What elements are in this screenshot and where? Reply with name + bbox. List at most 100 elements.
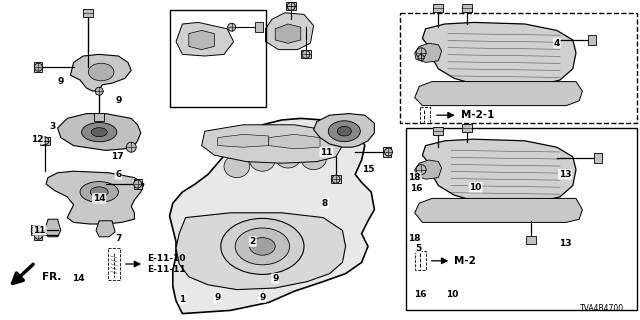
Polygon shape	[218, 134, 269, 147]
Bar	[31, 225, 39, 236]
Polygon shape	[46, 171, 144, 224]
Circle shape	[416, 48, 426, 58]
Text: 6: 6	[115, 170, 122, 179]
Bar	[94, 113, 104, 121]
Polygon shape	[415, 43, 442, 62]
Circle shape	[228, 23, 236, 31]
Polygon shape	[266, 13, 314, 50]
Circle shape	[416, 164, 426, 175]
Ellipse shape	[224, 155, 250, 178]
Polygon shape	[422, 139, 576, 203]
Bar	[255, 22, 263, 32]
Text: 14: 14	[93, 194, 106, 203]
Ellipse shape	[337, 126, 351, 136]
Bar	[35, 230, 42, 240]
Circle shape	[41, 137, 49, 145]
Bar	[301, 51, 311, 59]
Ellipse shape	[80, 182, 118, 203]
Circle shape	[95, 87, 103, 95]
Bar	[433, 4, 444, 12]
Bar	[40, 137, 50, 145]
Ellipse shape	[301, 147, 326, 170]
Text: 9: 9	[259, 293, 266, 302]
Polygon shape	[176, 22, 234, 56]
Bar	[35, 62, 42, 72]
Circle shape	[332, 175, 340, 183]
Ellipse shape	[221, 219, 304, 275]
Bar	[595, 153, 602, 164]
Text: 16: 16	[414, 290, 427, 299]
Text: 10: 10	[469, 183, 482, 192]
Ellipse shape	[88, 63, 114, 81]
Bar	[134, 179, 141, 189]
Circle shape	[35, 231, 42, 239]
Text: 18: 18	[408, 173, 421, 182]
Ellipse shape	[328, 121, 360, 141]
Ellipse shape	[275, 146, 301, 168]
Bar	[526, 236, 536, 244]
Circle shape	[126, 142, 136, 152]
Text: E-11-10
E-11-11: E-11-10 E-11-11	[147, 253, 186, 274]
Text: 9: 9	[58, 77, 64, 86]
Polygon shape	[314, 114, 374, 147]
Circle shape	[302, 51, 310, 59]
Bar	[108, 248, 120, 280]
Circle shape	[287, 3, 295, 11]
Bar	[420, 107, 430, 123]
Ellipse shape	[250, 149, 275, 171]
Text: TVA4B4700: TVA4B4700	[580, 304, 624, 313]
Text: 4: 4	[554, 39, 560, 48]
Bar	[400, 13, 637, 123]
Circle shape	[35, 63, 42, 71]
Text: 11: 11	[33, 226, 46, 235]
Polygon shape	[415, 160, 442, 179]
Polygon shape	[176, 213, 346, 290]
Bar	[462, 124, 472, 132]
Text: 1: 1	[179, 295, 186, 304]
Bar	[462, 4, 472, 12]
Circle shape	[385, 148, 392, 156]
Polygon shape	[170, 118, 374, 314]
Bar	[83, 9, 93, 17]
Text: 10: 10	[445, 290, 458, 299]
Text: 13: 13	[559, 239, 572, 248]
Text: 13: 13	[559, 170, 572, 179]
Bar	[170, 10, 266, 107]
Ellipse shape	[236, 228, 289, 265]
Text: 15: 15	[362, 165, 374, 174]
Bar	[286, 3, 296, 11]
Ellipse shape	[250, 238, 275, 255]
Circle shape	[134, 180, 141, 188]
Text: 3: 3	[49, 122, 56, 131]
Text: M-2-1: M-2-1	[461, 110, 494, 120]
Bar	[331, 175, 341, 183]
Text: 9: 9	[214, 293, 221, 302]
Bar	[383, 147, 391, 157]
Text: 2: 2	[250, 237, 256, 246]
Polygon shape	[202, 125, 342, 163]
Polygon shape	[275, 24, 301, 43]
Text: 7: 7	[115, 234, 122, 243]
Polygon shape	[189, 30, 214, 50]
Text: 11: 11	[320, 148, 333, 156]
Text: 5: 5	[415, 244, 421, 252]
Bar	[588, 35, 596, 45]
Ellipse shape	[92, 128, 108, 137]
Bar	[433, 127, 444, 135]
Text: 17: 17	[111, 152, 124, 161]
Text: 12: 12	[31, 135, 44, 144]
Polygon shape	[45, 219, 61, 237]
Polygon shape	[58, 114, 141, 150]
Polygon shape	[96, 221, 115, 237]
Text: 9: 9	[115, 96, 122, 105]
Polygon shape	[415, 82, 582, 106]
Circle shape	[418, 55, 424, 60]
Text: 8: 8	[322, 199, 328, 208]
Circle shape	[31, 227, 39, 234]
Polygon shape	[415, 198, 582, 222]
Bar	[406, 128, 637, 310]
Text: M-2: M-2	[454, 256, 476, 266]
Text: 18: 18	[408, 234, 421, 243]
Polygon shape	[422, 22, 576, 86]
Ellipse shape	[82, 123, 117, 142]
